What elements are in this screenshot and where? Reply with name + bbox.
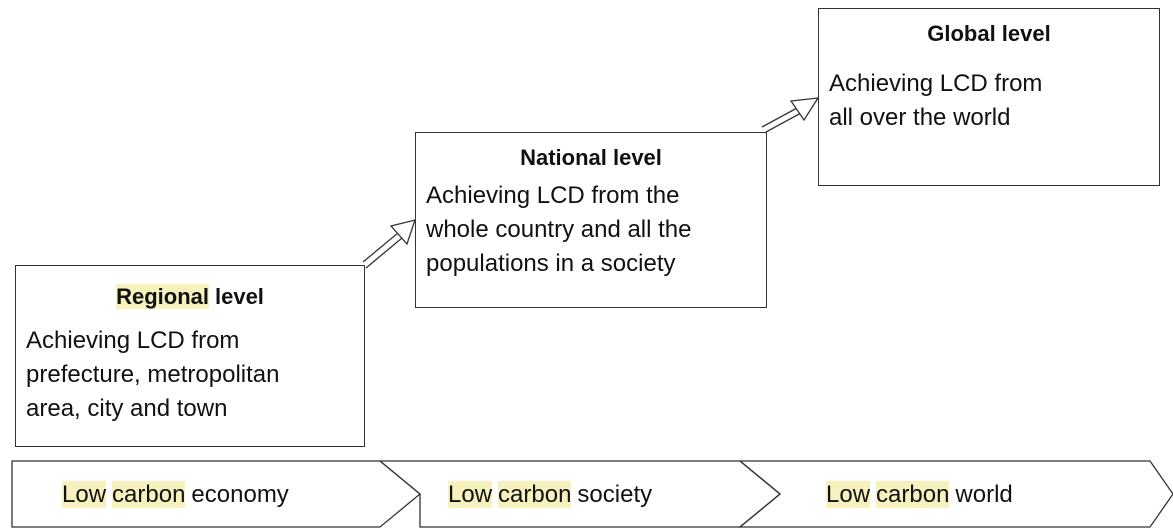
level-description: Achieving LCD from all over the world <box>829 67 1159 135</box>
description-line: prefecture, metropolitan <box>26 361 280 388</box>
level-description: Achieving LCD from prefecture, metropolit… <box>26 324 364 426</box>
stage-label: Low carbon world <box>826 465 1013 525</box>
description-line: populations in a society <box>426 250 676 277</box>
title-word: Regional <box>116 284 209 309</box>
title-word: National level <box>520 145 662 170</box>
level-title: National level <box>416 145 766 171</box>
description-line: Achieving LCD from <box>829 70 1043 97</box>
level-box: Global level Achieving LCD from all over t… <box>818 8 1160 186</box>
stage-word: carbon <box>876 481 950 508</box>
stage-word: Low <box>448 481 493 508</box>
stage-word: carbon <box>498 481 572 508</box>
arrow-shaft <box>761 107 798 128</box>
arrow-shaft <box>765 112 802 133</box>
arrow-shaft <box>365 237 403 269</box>
stage-word: economy <box>191 481 289 508</box>
stage-chevron <box>11 460 422 528</box>
level-title: Regional level <box>16 284 364 310</box>
description-line: Achieving LCD from the <box>426 182 680 209</box>
level-title: Global level <box>819 21 1159 47</box>
stage-word: society <box>577 481 653 508</box>
stage-label: Low carbon society <box>448 465 652 525</box>
level-box: National level Achieving LCD from the whol… <box>415 132 767 308</box>
stage-word: Low <box>826 481 871 508</box>
stage-word: Low <box>62 481 107 508</box>
title-word: Global level <box>927 21 1051 46</box>
arrow-head <box>789 97 820 122</box>
stage-label: Low carbon economy <box>62 465 289 525</box>
title-word: level <box>214 284 264 309</box>
level-box: Regional level Achieving LCD from prefectur… <box>15 265 365 447</box>
description-line: all over the world <box>829 104 1011 131</box>
stage-word: world <box>955 481 1013 508</box>
arrow-head <box>389 219 416 246</box>
description-line: area, city and town <box>26 395 228 422</box>
arrow-shaft <box>362 232 399 263</box>
level-description: Achieving LCD from the whole country and … <box>426 179 766 281</box>
description-line: whole country and all the <box>426 216 692 243</box>
stage-chevron <box>738 460 1173 528</box>
stage-word: carbon <box>112 481 186 508</box>
description-line: Achieving LCD from <box>26 327 240 354</box>
